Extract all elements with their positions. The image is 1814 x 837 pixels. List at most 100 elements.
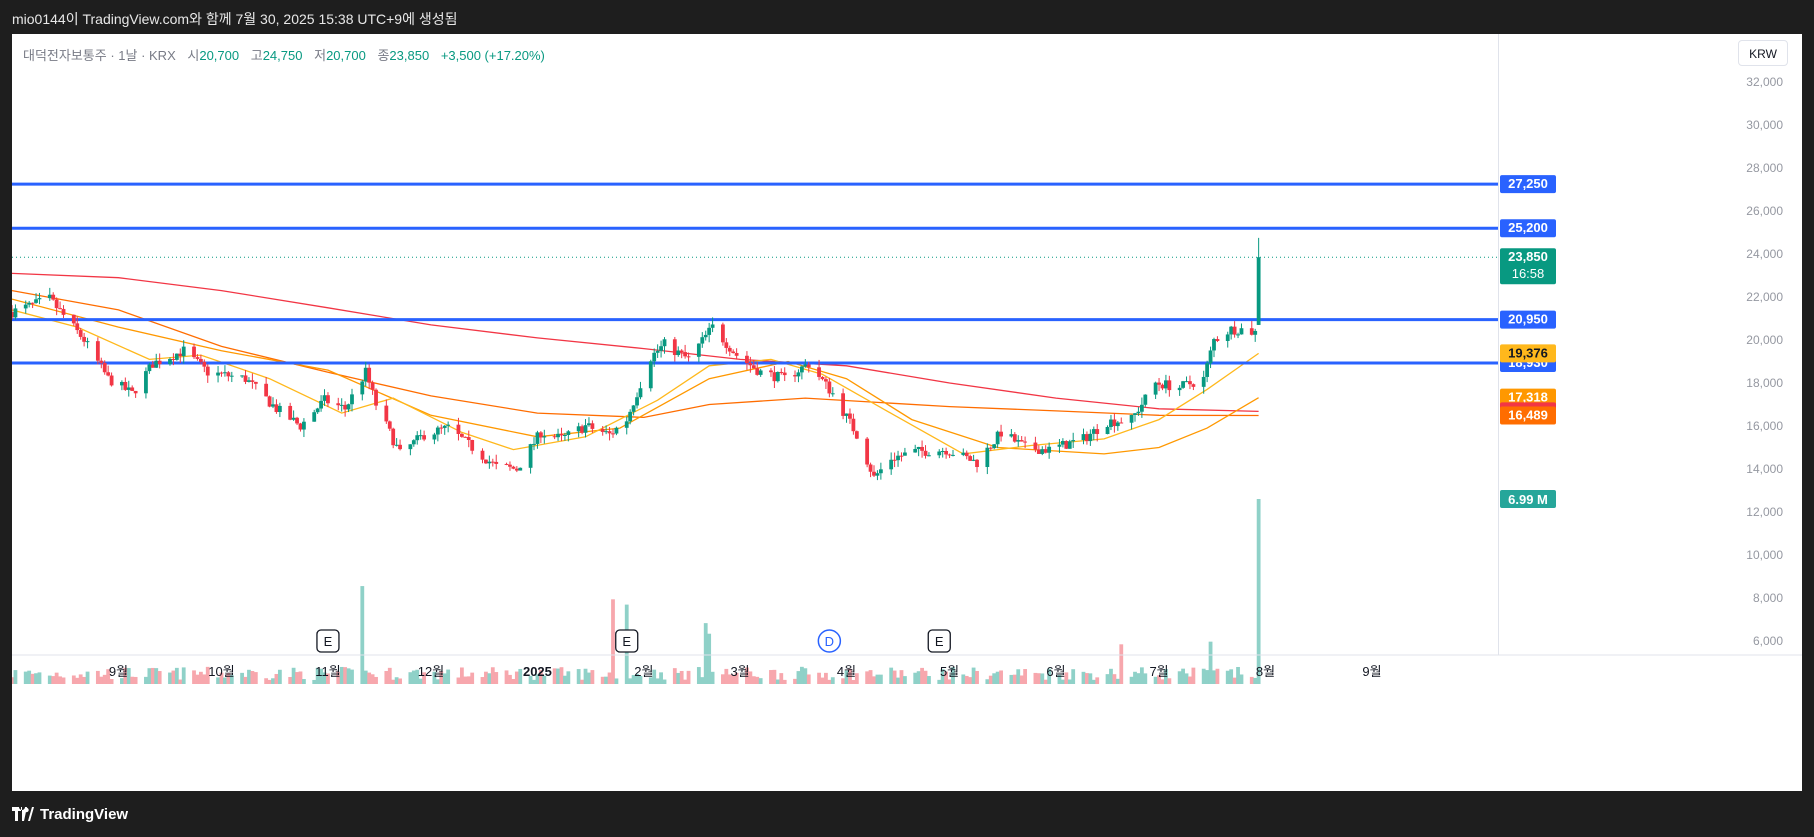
volume-bar (923, 670, 928, 684)
volume-bar (563, 675, 567, 684)
price-labels: 27,25025,20020,95018,93023,85016:5819,37… (1500, 175, 1556, 508)
candle-body (841, 393, 845, 416)
volume-bar (442, 673, 447, 684)
volume-bar (1184, 673, 1189, 684)
candle-body (490, 461, 495, 463)
candle-body (1188, 381, 1192, 385)
volume-bar (61, 677, 66, 684)
volume-bar (1067, 679, 1072, 684)
candle-body (683, 352, 688, 357)
candle-body (271, 404, 275, 407)
candle-body (961, 452, 966, 455)
volume-bar (686, 670, 691, 684)
candle-body (411, 440, 416, 445)
candle-body (1136, 411, 1141, 414)
candle-body (422, 435, 427, 440)
candle-body (1060, 440, 1065, 445)
candle-body (1105, 426, 1110, 435)
price-axis-label: 27,250 (1500, 175, 1556, 194)
candle-body (796, 372, 801, 377)
candle-body (1164, 380, 1168, 389)
volume-bar (968, 677, 973, 684)
candle-body (896, 455, 900, 461)
volume-bar (1091, 679, 1096, 684)
volume-bar (319, 668, 323, 684)
y-tick-label: 20,000 (1746, 333, 1783, 347)
volume-bar (830, 677, 835, 684)
volume-bar (336, 671, 341, 684)
candle-body (363, 367, 368, 382)
moving-average-line (12, 289, 1259, 419)
volume-bar (174, 667, 179, 684)
close-value: 23,850 (389, 48, 430, 63)
earnings-marker[interactable]: E (615, 629, 639, 653)
volume-bar (346, 668, 351, 684)
volume-bar (398, 678, 402, 684)
candle-body (1115, 422, 1120, 427)
price-chart[interactable]: E E D E 6,000 8,000 10,000 12,000 14,000 16,000 1… (12, 34, 1802, 791)
candle-body (374, 389, 378, 406)
volume-bar (264, 678, 269, 684)
volume-bar (552, 668, 557, 684)
volume-bar (312, 679, 317, 684)
volume-bar (793, 678, 797, 684)
volume-bar (511, 678, 516, 684)
volume-bar (576, 669, 581, 684)
volume-bar (854, 673, 859, 684)
volume-bar (408, 672, 413, 684)
candle-body (659, 346, 663, 351)
volume-bar (824, 672, 828, 684)
volume-bar (1016, 669, 1021, 684)
candle-body (1019, 440, 1024, 442)
candle-body (696, 343, 701, 357)
open-label: 시 (187, 48, 200, 63)
symbol-info: 대덕전자보통주 · 1날 · KRX (23, 48, 176, 63)
candle-body (1157, 382, 1161, 385)
volume-bar (817, 672, 821, 684)
volume-bar (253, 672, 258, 684)
candle-body (951, 454, 955, 456)
candle-body (47, 294, 52, 299)
volume-bar (999, 670, 1003, 684)
volume-bar (1256, 499, 1261, 684)
candle-body (1253, 330, 1258, 335)
axes: 6,000 8,000 10,000 12,000 14,000 16,000 18,000… (12, 34, 1802, 679)
volume-bar (538, 670, 543, 684)
chart-panel[interactable]: 대덕전자보통주 · 1날 · KRX 시20,700 고24,750 저20,7… (12, 34, 1802, 791)
currency-button[interactable]: KRW (1738, 40, 1788, 66)
candle-body (58, 308, 62, 310)
volume-bar (878, 674, 883, 684)
candle-body (168, 358, 172, 365)
volume-bar (1119, 644, 1124, 684)
volume-bar (315, 667, 320, 684)
volume-bar (1115, 678, 1120, 684)
earnings-marker[interactable]: E (927, 629, 951, 653)
dividend-marker[interactable]: D (817, 629, 842, 653)
candle-body (878, 469, 883, 474)
volume-bar (1215, 668, 1220, 684)
volume-bar (322, 672, 327, 684)
y-tick-label: 14,000 (1746, 462, 1783, 476)
volume-bar (119, 678, 124, 684)
volume-bar (514, 671, 519, 684)
candle-body (1081, 434, 1086, 441)
candle-body (394, 444, 399, 446)
x-tick-label: 2025 (523, 664, 552, 679)
x-tick-label: 10월 (208, 664, 234, 679)
candle-body (566, 431, 571, 436)
volume-bar (1088, 673, 1093, 684)
candle-body (30, 302, 35, 304)
candle-body (745, 355, 749, 364)
candle-body (1023, 441, 1028, 443)
earnings-marker[interactable]: E (316, 629, 340, 653)
volume-bar (150, 667, 155, 684)
y-tick-label: 26,000 (1746, 204, 1783, 218)
volume-bar (927, 676, 931, 684)
volume-bar (130, 676, 135, 684)
volume-bar (751, 676, 756, 684)
y-tick-label: 32,000 (1746, 75, 1783, 89)
tradingview-logo[interactable]: TradingView (12, 804, 128, 824)
volume-bar (504, 670, 509, 684)
change-value: +3,500 (+17.20%) (440, 48, 545, 63)
volume-bar (106, 669, 111, 684)
